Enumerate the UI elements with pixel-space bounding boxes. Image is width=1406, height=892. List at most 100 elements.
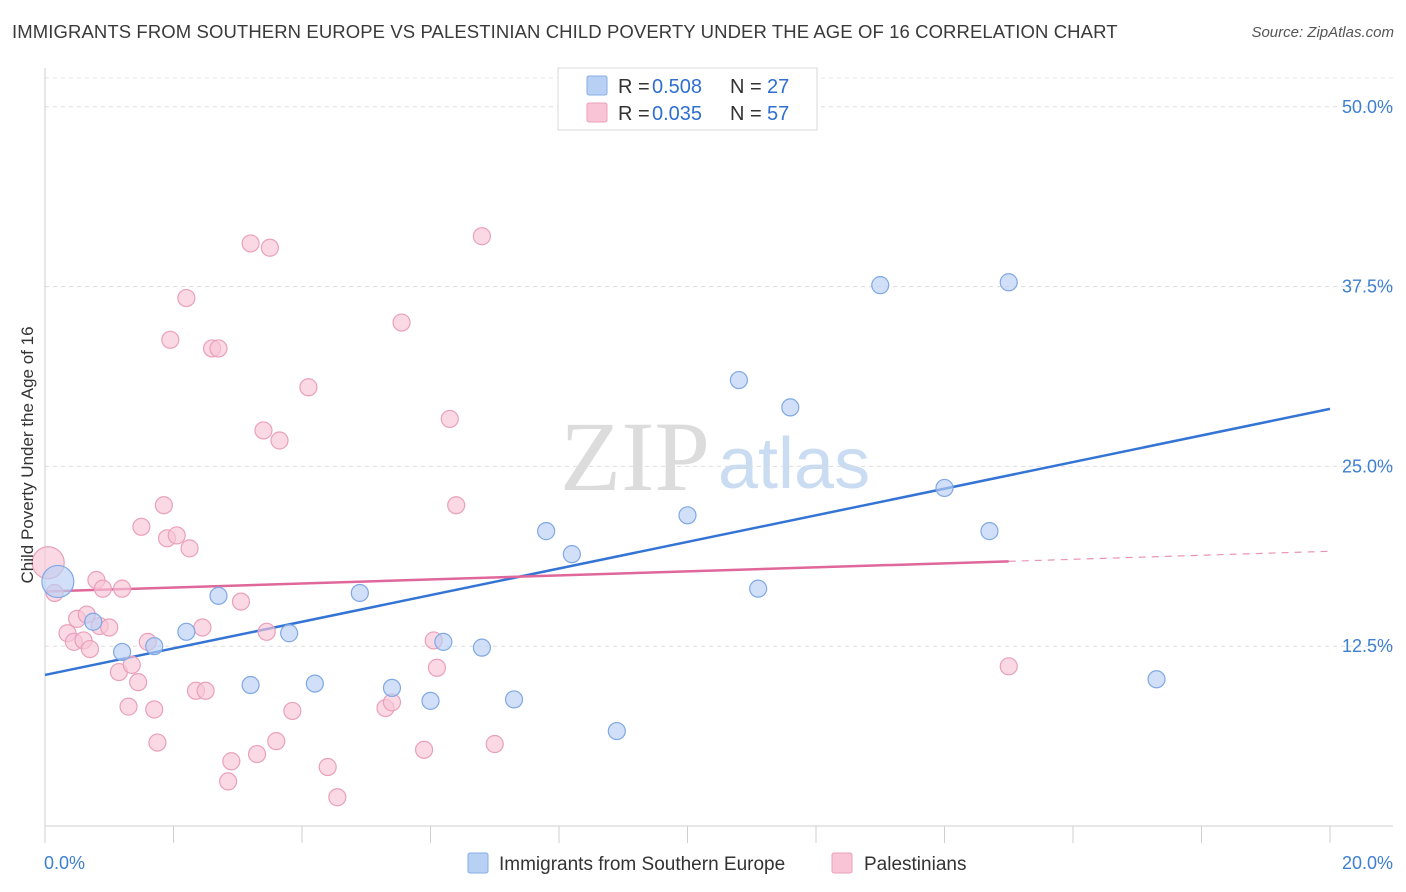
- data-point-blue: [781, 398, 800, 417]
- data-point-pink: [193, 618, 212, 637]
- data-point-blue: [980, 522, 999, 541]
- data-point-pink: [392, 313, 411, 332]
- data-point-pink: [112, 579, 132, 598]
- data-point-pink: [180, 539, 199, 558]
- watermark-zip: ZIP: [560, 401, 710, 512]
- data-point-pink: [257, 622, 276, 641]
- data-point-pink: [427, 658, 447, 677]
- data-point-pink: [260, 238, 279, 257]
- legend-n-value-pink: 57: [767, 103, 789, 125]
- data-point-blue: [145, 637, 164, 656]
- watermark-atlas: atlas: [718, 424, 870, 504]
- data-point-pink: [161, 330, 180, 349]
- data-point-pink: [440, 409, 459, 429]
- data-point-pink: [270, 431, 289, 450]
- chart-title: IMMIGRANTS FROM SOUTHERN EUROPE VS PALES…: [12, 21, 1118, 42]
- data-point-pink: [177, 288, 196, 308]
- data-point-blue: [1147, 670, 1166, 689]
- series-label-palestinians: Palestinians: [864, 854, 966, 875]
- data-point-blue: [729, 370, 749, 390]
- trend-line-extension-pink: [1008, 550, 1331, 562]
- legend-r-value-blue: 0.508: [652, 76, 702, 98]
- legend-r-value-pink: 0.035: [652, 103, 702, 125]
- correlation-legend: R = 0.508 N = 27 R = 0.035 N = 57: [557, 67, 818, 131]
- data-point-pink: [145, 700, 164, 719]
- y-tick-label: 25.0%: [1342, 456, 1393, 476]
- data-point-blue: [112, 642, 132, 662]
- data-point-blue: [241, 675, 260, 695]
- data-point-pink: [119, 697, 138, 716]
- y-tick-label: 37.5%: [1342, 277, 1393, 297]
- data-point-pink: [254, 421, 273, 440]
- x-tick-label-max: 20.0%: [1342, 853, 1393, 873]
- legend-swatch-blue: [586, 75, 608, 96]
- data-point-blue: [749, 579, 768, 598]
- data-point-pink: [485, 734, 504, 754]
- data-point-pink: [283, 701, 302, 721]
- data-point-blue: [504, 690, 524, 709]
- legend-r-label: R =: [618, 103, 650, 125]
- legend-n-value-blue: 27: [767, 76, 789, 98]
- data-point-blue: [382, 678, 402, 698]
- data-point-blue: [678, 506, 697, 525]
- data-point-pink: [247, 744, 267, 764]
- data-point-pink: [328, 788, 347, 807]
- legend-n-label: N =: [730, 103, 762, 125]
- data-point-pink: [299, 378, 318, 397]
- axes: [44, 68, 1393, 843]
- data-point-blue: [84, 612, 103, 631]
- data-point-blue: [209, 586, 228, 605]
- data-point-pink: [219, 772, 238, 791]
- legend-n-label: N =: [730, 76, 762, 98]
- data-point-pink: [93, 579, 112, 598]
- data-points: [31, 227, 1166, 807]
- data-point-blue: [999, 273, 1018, 292]
- data-point-pink: [129, 673, 148, 692]
- data-point-pink: [447, 496, 466, 515]
- data-point-pink: [318, 757, 337, 777]
- data-point-pink: [154, 496, 173, 515]
- data-point-blue: [305, 674, 324, 693]
- data-point-blue: [607, 721, 626, 741]
- y-tick-label: 50.0%: [1342, 97, 1393, 117]
- data-point-pink: [222, 752, 241, 771]
- data-point-pink: [231, 592, 251, 611]
- data-point-blue: [177, 622, 196, 641]
- data-point-pink: [80, 639, 100, 659]
- data-point-pink: [122, 655, 141, 674]
- series-label-immigrants: Immigrants from Southern Europe: [499, 854, 785, 875]
- series-legend: Immigrants from Southern Europe Palestin…: [467, 852, 966, 875]
- trend-line-pink: [44, 560, 1009, 593]
- data-point-blue: [871, 276, 890, 295]
- gridlines: [45, 77, 1393, 647]
- data-point-blue: [562, 545, 581, 564]
- data-point-pink: [241, 234, 260, 253]
- data-point-pink: [472, 227, 491, 246]
- legend-r-label: R =: [618, 76, 650, 98]
- data-point-blue: [434, 632, 453, 651]
- data-point-blue: [280, 624, 299, 643]
- data-point-pink: [100, 618, 119, 637]
- y-axis-label: Child Poverty Under the Age of 16: [18, 326, 37, 583]
- source-credit: Source: ZipAtlas.com: [1251, 24, 1394, 41]
- data-point-pink: [167, 526, 186, 545]
- data-point-blue: [935, 478, 954, 498]
- data-point-pink: [267, 732, 286, 751]
- series-swatch-pink: [831, 852, 853, 874]
- data-point-blue: [41, 564, 75, 599]
- data-point-blue: [421, 691, 440, 710]
- data-point-blue: [537, 522, 556, 541]
- x-tick-label-min: 0.0%: [44, 853, 85, 873]
- y-tick-label: 12.5%: [1342, 636, 1393, 656]
- legend-swatch-pink: [586, 102, 608, 123]
- data-point-pink: [414, 740, 434, 759]
- series-swatch-blue: [467, 852, 489, 874]
- data-point-blue: [472, 638, 491, 657]
- data-point-pink: [132, 517, 151, 536]
- data-point-pink: [196, 681, 215, 700]
- data-point-pink: [148, 733, 167, 752]
- data-point-pink: [999, 657, 1018, 676]
- data-point-blue: [350, 583, 369, 603]
- data-point-pink: [209, 339, 228, 358]
